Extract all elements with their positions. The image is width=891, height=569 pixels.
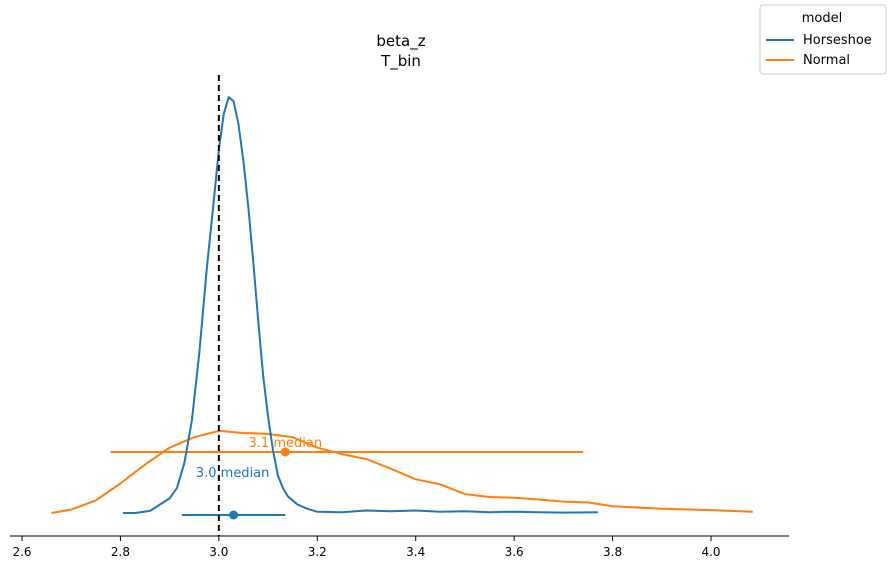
plot-area: 3.1 median 3.0 median (51, 75, 753, 536)
median-label-normal: 3.1 median (249, 436, 323, 451)
point-estimate-normal (280, 447, 290, 457)
x-tick-label: 2.8 (111, 545, 130, 559)
chart-subtitle: T_bin (380, 52, 421, 71)
legend-label-horseshoe: Horseshoe (803, 33, 872, 48)
x-tick-label: 2.6 (12, 545, 31, 559)
legend-title: model (802, 11, 842, 26)
point-estimate-horseshoe (229, 510, 239, 520)
x-axis: 2.6 2.8 3.0 3.2 3.4 3.6 3.8 4.0 (10, 535, 789, 559)
median-label-horseshoe: 3.0 median (196, 466, 270, 481)
x-tick-label: 3.6 (505, 545, 524, 559)
x-tick-label: 3.0 (209, 545, 228, 559)
x-tick-label: 3.8 (603, 545, 622, 559)
x-tick-label: 3.2 (308, 545, 327, 559)
legend-label-normal: Normal (803, 53, 850, 68)
density-line-normal (51, 429, 753, 514)
x-tick-label: 3.4 (406, 545, 425, 559)
density-line-horseshoe (122, 96, 598, 514)
chart-title: beta_z (376, 32, 425, 51)
x-tick-label: 4.0 (701, 545, 720, 559)
legend: model Horseshoe Normal (759, 4, 887, 75)
legend-box (759, 4, 887, 75)
